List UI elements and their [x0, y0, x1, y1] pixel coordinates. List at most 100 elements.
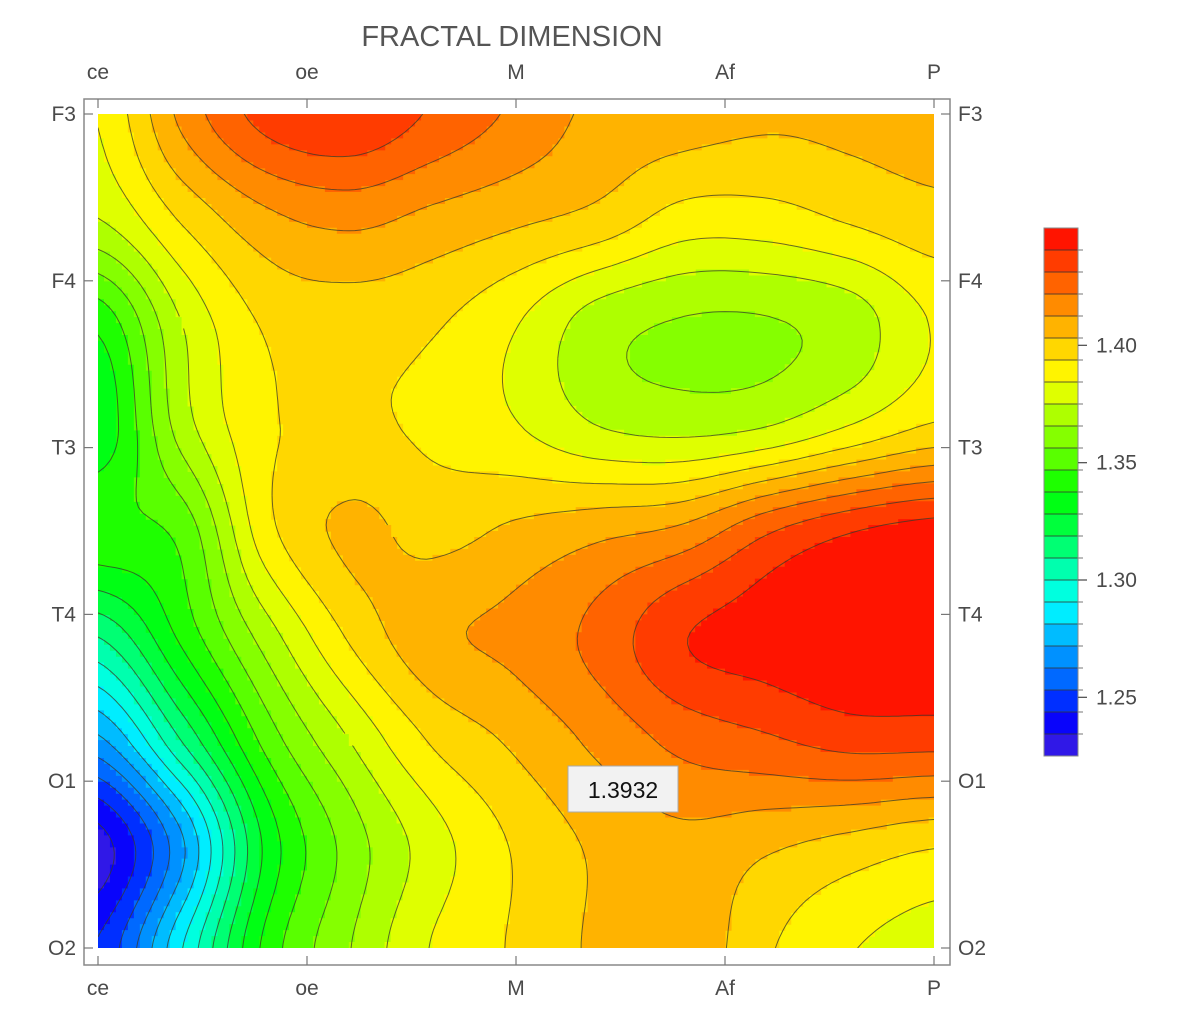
contour-line	[98, 248, 803, 948]
colorbar-swatch	[1044, 250, 1078, 273]
contour-band	[689, 519, 934, 717]
x-tick-label-bottom: P	[927, 977, 941, 1000]
contour-band	[98, 662, 224, 948]
contour-band	[98, 709, 201, 948]
colorbar-swatch	[1044, 294, 1078, 317]
colorbar-swatch	[1044, 404, 1078, 427]
colorbar-swatch	[1044, 580, 1078, 603]
contour-lines	[98, 114, 934, 948]
colorbar-legend: 1.25 1.30 1.35 1.40	[1043, 227, 1137, 757]
contour-line	[98, 127, 934, 948]
contour-band	[98, 739, 189, 948]
tooltip-value: 1.3932	[588, 777, 658, 803]
colorbar-swatch	[1044, 734, 1078, 757]
colorbar-swatch	[1044, 712, 1078, 735]
x-tick-label-top: Af	[715, 61, 735, 84]
y-tick-label-right: F4	[958, 270, 983, 293]
x-tick-label-top: P	[927, 61, 941, 84]
contour-line	[98, 636, 236, 948]
contour-band	[98, 298, 308, 948]
contour-line	[98, 776, 154, 948]
y-tick-label-left: O2	[48, 937, 76, 960]
contour-band	[98, 781, 153, 948]
x-tick-label-bottom: oe	[295, 977, 318, 1000]
x-tick-label-top: ce	[87, 61, 109, 84]
colorbar-tick-label: 1.30	[1096, 569, 1137, 592]
y-tick-label-left: O1	[48, 770, 76, 793]
colorbar-swatch	[1044, 272, 1078, 295]
colorbar-swatch	[1044, 624, 1078, 647]
y-tick-label-right: T3	[958, 437, 983, 460]
contour-field	[98, 114, 934, 948]
y-tick-label-right: F3	[958, 103, 983, 126]
contour-line	[243, 114, 934, 755]
contour-band	[98, 828, 117, 890]
colorbar-swatch	[1044, 426, 1078, 449]
contour-line	[98, 686, 212, 948]
contour-line	[98, 822, 115, 894]
contour-line	[98, 334, 282, 948]
contour-line	[687, 517, 934, 717]
contour-line	[205, 114, 934, 781]
colorbar-swatch	[1044, 360, 1078, 383]
contour-band	[98, 251, 804, 948]
contour-band	[98, 340, 284, 948]
contour-band	[98, 799, 135, 931]
colorbar-swatch	[1044, 448, 1078, 471]
x-tick-label-bottom: M	[507, 977, 525, 1000]
colorbar-swatch	[1044, 492, 1078, 515]
tooltip-box	[567, 765, 679, 813]
y-tick-label-right: O1	[958, 770, 986, 793]
contour-bands	[98, 114, 934, 948]
colorbar-swatch	[1044, 646, 1078, 669]
contour-line	[98, 612, 249, 948]
contour-band	[98, 221, 881, 948]
colorbar-swatch	[1044, 690, 1078, 713]
axis-ticks: ce ce oe oe M M Af Af P P F3 F3 F4 F4 T3 T3 T4 T4 O1 O1 O2 O2	[48, 61, 986, 1000]
y-tick-label-left: T3	[51, 437, 76, 460]
plot-frame	[83, 98, 951, 966]
contour-band	[175, 114, 934, 818]
contour-line	[98, 273, 338, 948]
y-tick-label-left: F4	[51, 270, 76, 293]
contour-line	[98, 756, 171, 948]
contour-line	[98, 589, 263, 948]
contour-line	[98, 217, 881, 948]
contour-line	[98, 710, 200, 948]
colorbar-swatch	[1044, 470, 1078, 493]
contour-line	[98, 797, 137, 938]
y-tick-label-right: T4	[958, 603, 983, 626]
contour-band	[98, 590, 260, 948]
contour-band	[127, 114, 934, 948]
contour-line	[126, 114, 934, 948]
colorbar-swatch	[1044, 316, 1078, 339]
contour-band	[98, 638, 236, 948]
colorbar-swatch	[1044, 602, 1078, 625]
colorbar-swatch	[1044, 514, 1078, 537]
contour-band	[98, 114, 934, 948]
x-tick-label-top: oe	[295, 61, 318, 84]
x-tick-label-top: M	[507, 61, 525, 84]
colorbar-swatch	[1044, 558, 1078, 581]
contour-line	[149, 114, 934, 948]
value-tooltip: 1.3932	[567, 765, 679, 813]
colorbar-swatch	[1044, 536, 1078, 559]
x-tick-label-bottom: ce	[87, 977, 109, 1000]
colorbar-swatch	[1044, 338, 1078, 361]
colorbar-swatch	[1044, 228, 1078, 251]
contour-line	[98, 298, 307, 948]
colorbar-tick-label: 1.35	[1096, 452, 1137, 475]
x-tick-label-bottom: Af	[715, 977, 735, 1000]
colorbar-swatch	[1044, 668, 1078, 691]
y-tick-label-left: T4	[51, 603, 76, 626]
contour-line	[98, 661, 224, 948]
colorbar-frame	[1043, 227, 1079, 757]
chart-title: FRACTAL DIMENSION	[361, 21, 662, 53]
contour-line	[98, 734, 186, 948]
colorbar-tick-label: 1.25	[1096, 686, 1137, 709]
y-tick-label-left: F3	[51, 103, 76, 126]
y-tick-label-right: O2	[958, 937, 986, 960]
colorbar-tick-label: 1.40	[1096, 334, 1137, 357]
contour-band	[151, 114, 934, 948]
